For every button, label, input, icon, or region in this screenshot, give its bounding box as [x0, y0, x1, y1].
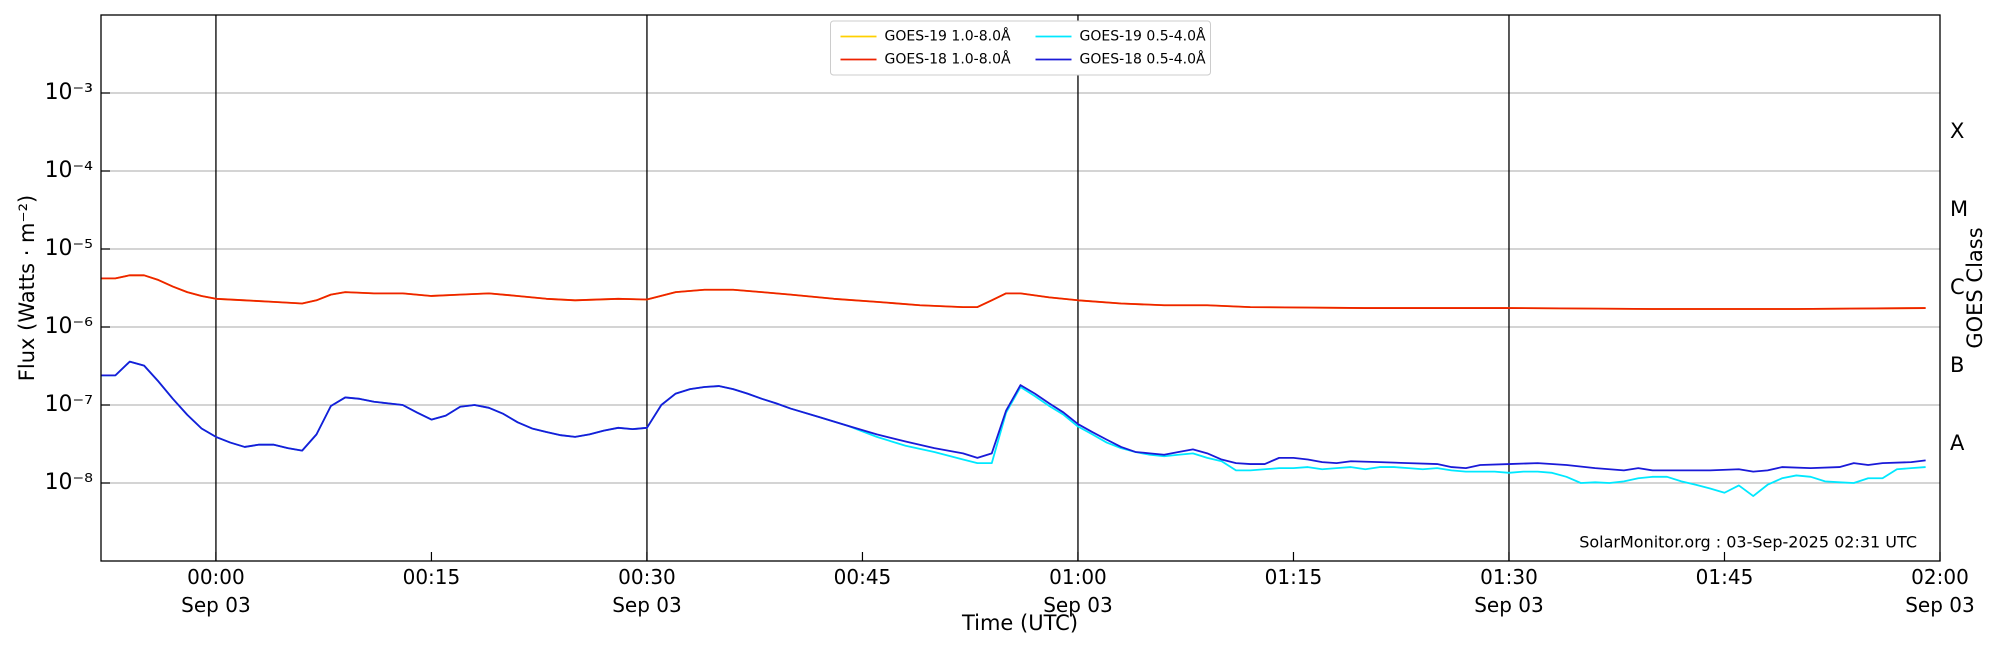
x-tick-label: 01:30 Sep 03 [1474, 565, 1544, 617]
annotation: SolarMonitor.org : 03-Sep-2025 02:31 UTC [1579, 533, 1917, 552]
plot-frame [100, 14, 1941, 562]
y2-axis-label: GOES Class [1963, 227, 1987, 348]
y2-tick-label: B [1950, 353, 1964, 377]
y2-tick-label: A [1950, 431, 1965, 455]
legend-box [830, 20, 1211, 76]
y2-tick-label: X [1950, 119, 1964, 143]
y2-tick-label: C [1950, 275, 1965, 299]
x-tick-label: 01:00 Sep 03 [1043, 565, 1113, 617]
legend-label: GOES-19 1.0-8.0Å [885, 28, 1011, 45]
legend-label: GOES-18 1.0-8.0Å [885, 51, 1011, 68]
y-tick-label: 10⁻⁴ [45, 158, 94, 183]
y-tick-label: 10⁻⁷ [45, 392, 93, 417]
x-axis-label: Time (UTC) [961, 611, 1078, 635]
series-line [101, 274, 1926, 310]
y2-tick-label: M [1950, 197, 1968, 221]
y-tick-label: 10⁻⁶ [45, 314, 94, 339]
x-tick-label: 02:00 Sep 03 [1905, 565, 1975, 617]
series-line [101, 360, 1926, 473]
x-tick-label: 01:15 [1264, 565, 1323, 589]
legend-label: GOES-19 0.5-4.0Å [1080, 28, 1206, 45]
legend-label: GOES-18 0.5-4.0Å [1080, 51, 1206, 68]
x-tick-label: 00:00 Sep 03 [181, 565, 251, 617]
y-tick-label: 10⁻⁵ [45, 236, 93, 261]
x-tick-label: 01:45 [1695, 565, 1754, 589]
y-tick-label: 10⁻⁸ [45, 470, 94, 495]
y-tick-label: 10⁻³ [45, 80, 93, 105]
x-tick-label: 00:15 [402, 565, 461, 589]
x-tick-label: 00:30 Sep 03 [612, 565, 682, 617]
y-axis-label: Flux (Watts · m⁻²) [15, 195, 39, 381]
x-tick-label: 00:45 [833, 565, 892, 589]
series-line [101, 360, 1926, 497]
series-line [101, 274, 1926, 310]
